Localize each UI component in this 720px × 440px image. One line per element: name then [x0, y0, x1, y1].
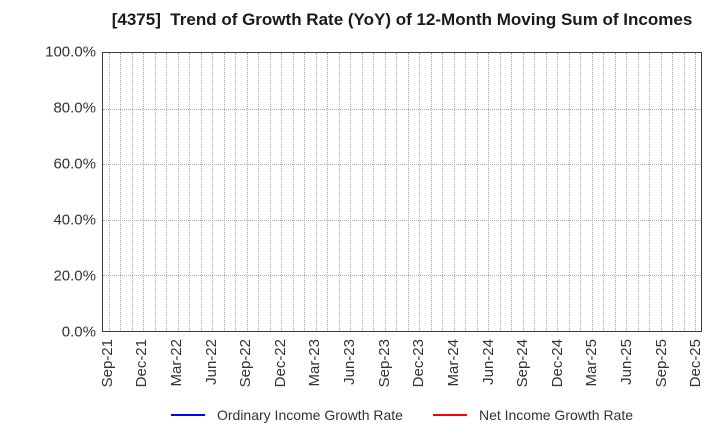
vertical-gridline — [603, 53, 605, 331]
vertical-gridline — [131, 53, 133, 331]
vertical-gridline — [683, 53, 685, 331]
y-axis: 0.0% 20.0% 40.0% 60.0% 80.0% 100.0% — [0, 44, 96, 341]
vertical-gridline — [545, 53, 547, 331]
x-tick-label: Sep-23 — [375, 339, 393, 388]
chart-title: [4375] Trend of Growth Rate (YoY) of 12-… — [111, 10, 693, 29]
vertical-gridline — [166, 53, 168, 331]
vertical-gridline — [327, 53, 329, 331]
y-tick-label: 80.0% — [53, 99, 96, 117]
vertical-gridline — [580, 53, 582, 331]
vertical-gridline — [384, 53, 386, 331]
horizontal-gridline — [103, 164, 701, 166]
vertical-gridline — [200, 53, 202, 331]
vertical-gridline — [649, 53, 651, 331]
x-tick-label: Sep-25 — [652, 339, 670, 388]
vertical-gridline — [396, 53, 398, 331]
x-tick-label: Jun-24 — [479, 339, 497, 385]
legend-item: Net Income Growth Rate — [432, 407, 634, 423]
vertical-gridline — [281, 53, 283, 331]
vertical-gridline — [350, 53, 352, 331]
x-tick-label: Jun-23 — [341, 339, 359, 385]
vertical-gridline — [660, 53, 662, 331]
vertical-gridline — [614, 53, 616, 331]
x-tick-label: Sep-24 — [514, 339, 532, 388]
vertical-gridline — [223, 53, 225, 331]
vertical-gridline — [120, 53, 122, 331]
vertical-gridline — [419, 53, 421, 331]
x-tick-label: Jun-22 — [202, 339, 220, 385]
legend: Ordinary Income Growth Rate Net Income Gr… — [102, 404, 702, 426]
x-tick-label: Mar-22 — [168, 339, 185, 387]
y-tick-label: 40.0% — [53, 211, 96, 229]
vertical-gridline — [154, 53, 156, 331]
vertical-gridline — [315, 53, 317, 331]
vertical-gridline — [488, 53, 490, 331]
x-tick-label: Sep-22 — [237, 339, 255, 388]
vertical-gridline — [212, 53, 214, 331]
x-tick-label: Dec-21 — [133, 339, 151, 388]
x-tick-label: Mar-25 — [583, 339, 601, 387]
vertical-gridline — [465, 53, 467, 331]
vertical-gridline — [361, 53, 363, 331]
vertical-gridline — [695, 53, 697, 331]
vertical-gridline — [189, 53, 191, 331]
x-tick-label: Jun-25 — [618, 339, 635, 385]
vertical-gridline — [626, 53, 628, 331]
plot-area — [102, 52, 702, 332]
vertical-gridline — [177, 53, 179, 331]
vertical-gridline — [269, 53, 271, 331]
vertical-gridline — [499, 53, 501, 331]
vertical-gridline — [430, 53, 432, 331]
legend-line-swatch — [432, 413, 467, 417]
vertical-gridline — [511, 53, 513, 331]
legend-label: Ordinary Income Growth Rate — [216, 407, 403, 423]
horizontal-gridline — [103, 108, 701, 110]
horizontal-gridline — [103, 275, 701, 277]
x-axis: Sep-21 Dec-21 Mar-22 Jun-22 Sep-22 Dec-22 Mar-… — [98, 339, 705, 397]
legend-item: Ordinary Income Growth Rate — [170, 407, 403, 423]
vertical-gridline — [672, 53, 674, 331]
vertical-gridline — [143, 53, 145, 331]
vertical-gridline — [373, 53, 375, 331]
vertical-gridline — [522, 53, 524, 331]
vertical-gridline — [591, 53, 593, 331]
vertical-gridline — [108, 53, 110, 331]
vertical-gridline — [453, 53, 455, 331]
x-tick-label: Dec-25 — [687, 339, 705, 388]
vertical-gridline — [292, 53, 294, 331]
vertical-gridline — [476, 53, 478, 331]
x-tick-label: Sep-21 — [98, 339, 116, 388]
vertical-gridline — [338, 53, 340, 331]
vertical-gridline — [637, 53, 639, 331]
x-tick-label: Mar-24 — [444, 339, 462, 387]
y-tick-label: 60.0% — [53, 155, 96, 173]
vertical-gridline — [258, 53, 260, 331]
x-tick-label: Dec-22 — [271, 339, 289, 388]
horizontal-gridline — [103, 219, 701, 221]
legend-line-swatch — [170, 413, 205, 417]
vertical-gridline — [534, 53, 536, 331]
x-tick-label: Dec-24 — [548, 339, 566, 388]
vertical-gridline — [304, 53, 306, 331]
vertical-gridline — [568, 53, 570, 331]
vertical-gridline — [442, 53, 444, 331]
y-tick-label: 20.0% — [53, 267, 96, 285]
vertical-gridline — [407, 53, 409, 331]
vertical-gridline — [557, 53, 559, 331]
vertical-gridline — [235, 53, 237, 331]
x-tick-label: Dec-23 — [410, 339, 428, 388]
y-tick-label: 0.0% — [61, 323, 96, 341]
vertical-gridline — [246, 53, 248, 331]
legend-label: Net Income Growth Rate — [478, 407, 634, 423]
x-tick-label: Mar-23 — [306, 339, 324, 387]
y-tick-label: 100.0% — [45, 43, 96, 61]
